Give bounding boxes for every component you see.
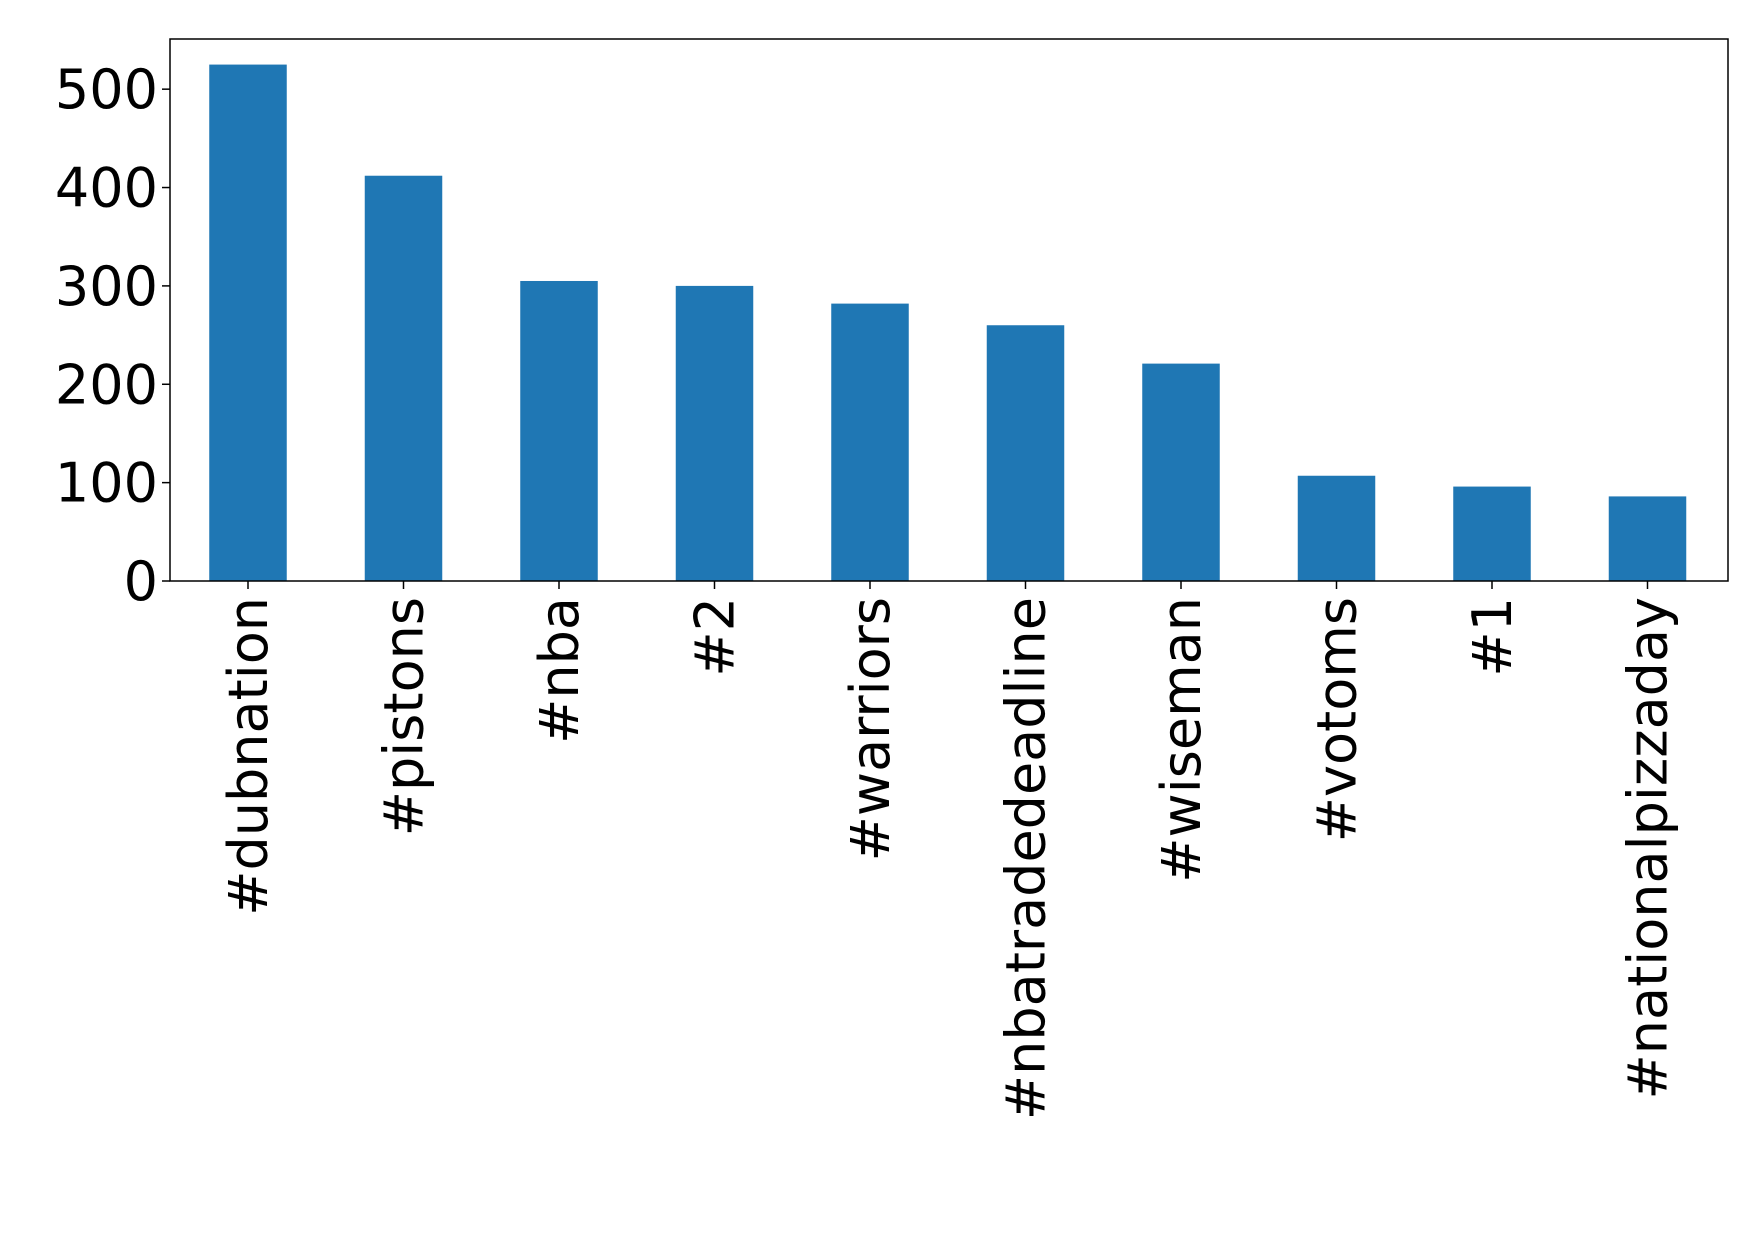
bar <box>1608 496 1687 581</box>
y-tick-label: 0 <box>124 550 158 613</box>
bars <box>209 64 1687 581</box>
x-axis: #dubnation #pistons #nba #2 #warriors #nbatra… <box>217 581 1680 1120</box>
bar <box>520 280 598 581</box>
x-tick-label: #nationalpizzaday <box>1617 597 1680 1099</box>
y-tick-label: 100 <box>55 452 158 515</box>
bar <box>1453 486 1531 581</box>
x-tick-label: #nbatradedeadline <box>995 597 1058 1120</box>
bar <box>209 64 287 581</box>
bar <box>1297 475 1376 581</box>
plot-frame <box>169 38 1729 582</box>
bar <box>831 303 909 581</box>
y-tick-label: 500 <box>55 58 158 121</box>
x-tick-label: #wiseman <box>1150 597 1213 883</box>
x-tick-label: #warriors <box>839 597 902 861</box>
x-tick-label: #votoms <box>1306 597 1369 842</box>
y-axis: 0 100 200 300 400 500 <box>55 58 170 613</box>
x-tick-label: #2 <box>684 597 747 677</box>
x-tick-label: #pistons <box>373 597 436 836</box>
y-tick-label: 400 <box>55 157 158 220</box>
x-tick-label: #dubnation <box>217 597 280 916</box>
bar <box>1142 363 1220 581</box>
x-tick-label: #1 <box>1461 597 1524 677</box>
bar <box>986 325 1065 581</box>
x-tick-label: #nba <box>528 597 591 744</box>
bar <box>675 285 754 581</box>
y-tick-label: 300 <box>55 255 158 318</box>
bar <box>364 175 443 581</box>
y-tick-label: 200 <box>55 353 158 416</box>
